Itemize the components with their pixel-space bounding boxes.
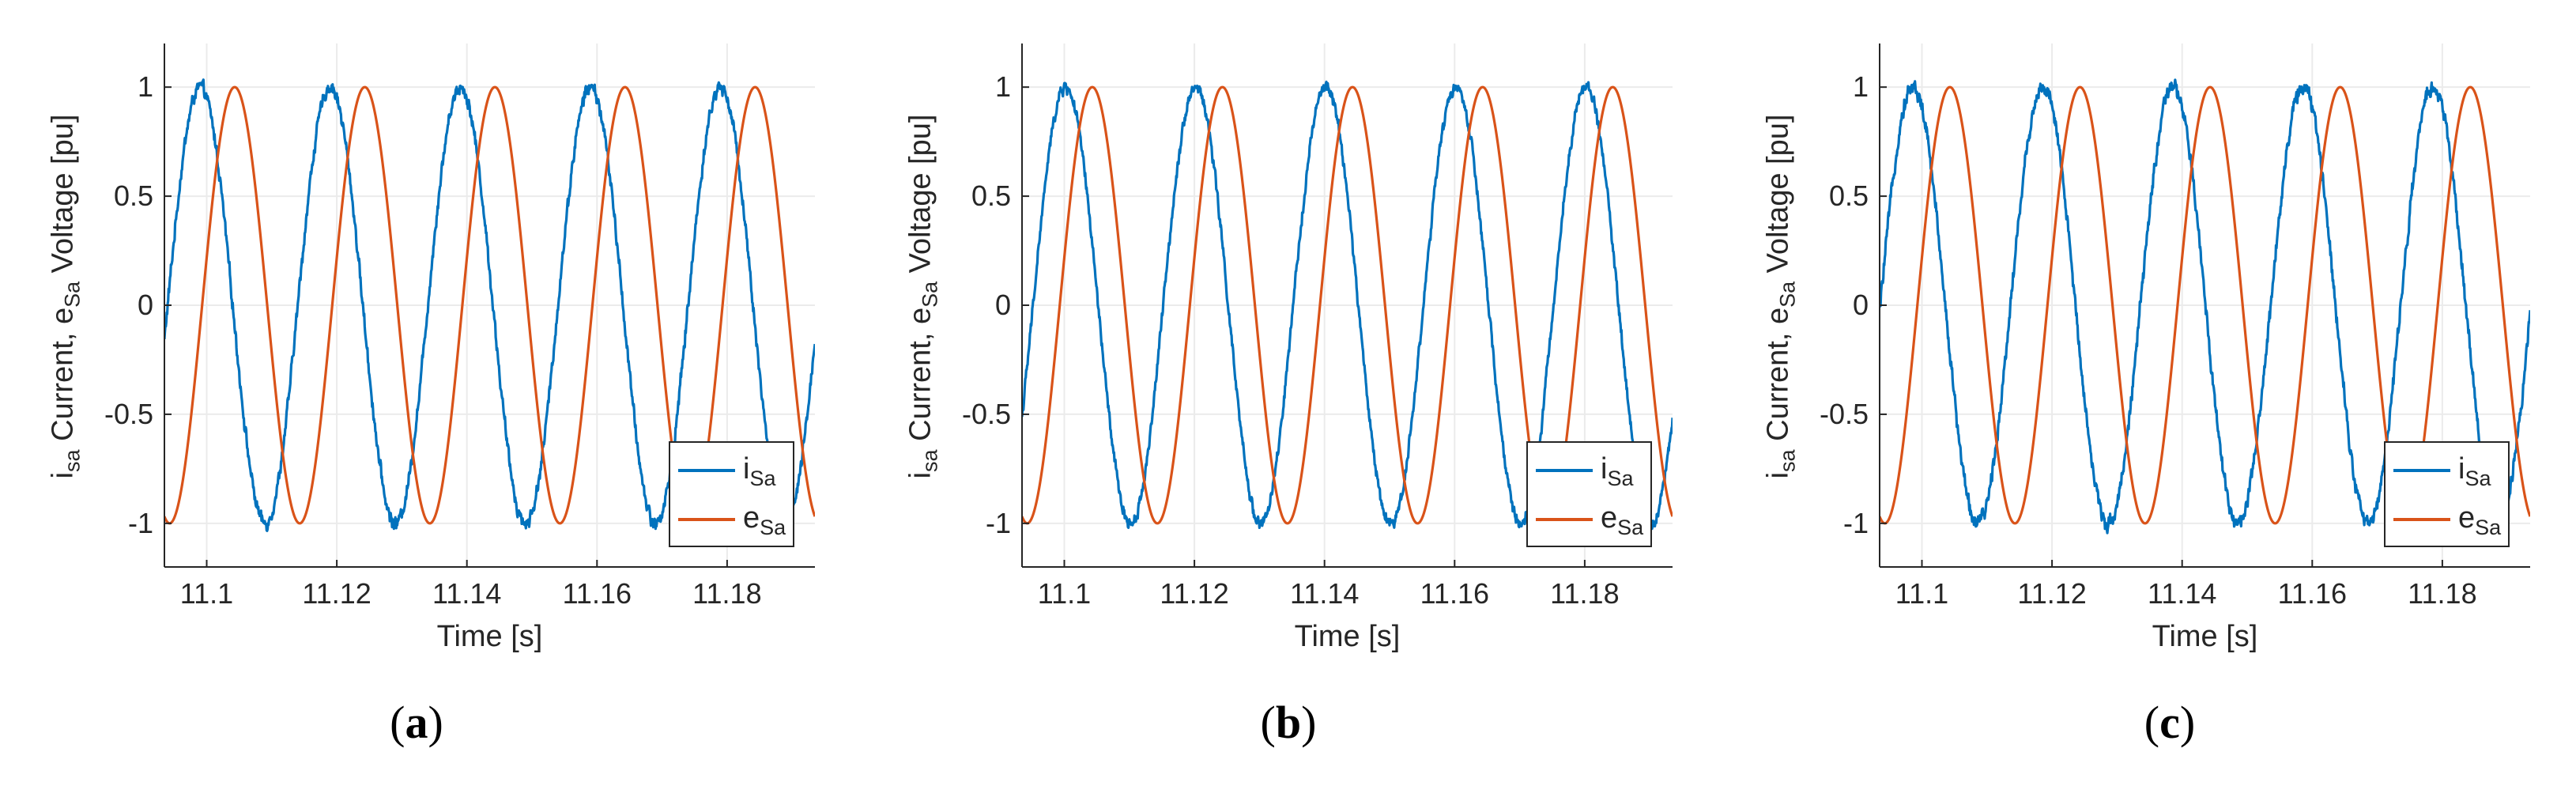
legend-label-current: iSa [743, 452, 776, 490]
legend-swatch-current [1536, 469, 1593, 472]
chart-panel-b: 11.1 11.12 11.14 11.16 11.18 -1 -0.5 0 0.5 1 Time … [962, 43, 1673, 653]
legend-swatch-voltage [1536, 518, 1593, 521]
y-tick-label: 1 [138, 70, 153, 103]
y-tick-label: 1 [995, 70, 1011, 103]
legend-label-voltage: eSa [743, 501, 786, 539]
x-tick-label: 11.14 [2148, 577, 2216, 610]
legend-entry-voltage: eSa [670, 495, 796, 542]
legend-entry-current: iSa [1528, 446, 1654, 493]
y-tick-label: 0.5 [971, 179, 1011, 212]
legend-label-voltage: eSa [1601, 501, 1644, 539]
x-tick-label: 11.1 [1038, 577, 1091, 610]
panel-label-a: (a) [390, 697, 443, 748]
x-tick-label: 11.16 [563, 577, 632, 610]
legend-swatch-voltage [2393, 518, 2450, 521]
y-tick-label: -1 [128, 507, 153, 539]
y-tick-label: 0 [995, 289, 1011, 321]
legend-swatch-voltage [678, 518, 735, 521]
x-tick-label: 11.12 [2017, 577, 2086, 610]
legend-c: iSa eSa [2384, 441, 2510, 547]
y-tick-label: 0.5 [1829, 179, 1869, 212]
x-axis-title: Time [s] [437, 620, 543, 653]
legend-entry-voltage: eSa [2386, 495, 2511, 542]
x-tick-label: 11.14 [432, 577, 501, 610]
panel-label-c: (c) [2144, 697, 2196, 748]
x-tick-label: 11.12 [302, 577, 371, 610]
x-tick-label: 11.12 [1160, 577, 1228, 610]
y-axis-title-b: isa Current, eSa Voltage [pu] [903, 114, 942, 479]
x-axis-title: Time [s] [2152, 620, 2258, 653]
legend-entry-current: iSa [670, 446, 796, 493]
x-tick-label: 11.1 [1895, 577, 1948, 610]
x-tick-label: 11.14 [1290, 577, 1359, 610]
y-axis-title-c: isa Current, eSa Voltage [pu] [1761, 114, 1800, 479]
x-tick-label: 11.18 [2408, 577, 2476, 610]
series-line-current [1880, 78, 2530, 535]
legend-label-current: iSa [1601, 452, 1634, 490]
series-line-current [1022, 80, 1673, 531]
x-tick-label: 11.1 [180, 577, 233, 610]
y-tick-label: -0.5 [104, 398, 153, 430]
x-tick-label: 11.18 [692, 577, 761, 610]
legend-entry-voltage: eSa [1528, 495, 1654, 542]
legend-label-voltage: eSa [2458, 501, 2502, 539]
legend-swatch-current [2393, 469, 2450, 472]
y-tick-label: -0.5 [1820, 398, 1869, 430]
y-tick-label: 0.5 [114, 179, 153, 212]
legend-swatch-current [678, 469, 735, 472]
y-tick-label: 0 [1853, 289, 1869, 321]
x-tick-label: 11.18 [1550, 577, 1619, 610]
legend-entry-current: iSa [2386, 446, 2511, 493]
y-tick-label: 0 [138, 289, 153, 321]
y-tick-label: 1 [1853, 70, 1869, 103]
series-line-current [164, 78, 815, 532]
y-tick-label: -1 [1843, 507, 1869, 539]
chart-panel-a: 11.1 11.12 11.14 11.16 11.18 -1 -0.5 0 0.5 1 Time … [104, 43, 815, 653]
legend-label-current: iSa [2458, 452, 2491, 490]
legend-b: iSa eSa [1526, 441, 1652, 547]
y-tick-label: -0.5 [962, 398, 1011, 430]
y-axis-title-a: isa Current, eSa Voltage [pu] [46, 114, 85, 479]
chart-panel-c: 11.1 11.12 11.14 11.16 11.18 -1 -0.5 0 0.5 1 Time … [1820, 43, 2530, 653]
x-tick-label: 11.16 [2278, 577, 2347, 610]
x-tick-label: 11.16 [1420, 577, 1489, 610]
panel-label-b: (b) [1260, 697, 1317, 748]
y-tick-label: -1 [986, 507, 1011, 539]
x-axis-title: Time [s] [1295, 620, 1401, 653]
legend-a: iSa eSa [669, 441, 794, 547]
